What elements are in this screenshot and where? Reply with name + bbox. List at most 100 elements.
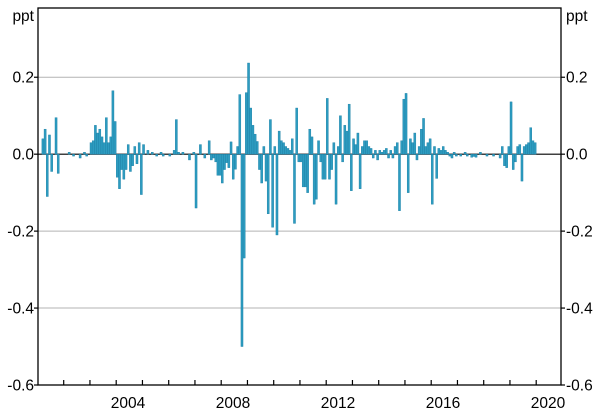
data-bar <box>310 136 314 155</box>
data-bar <box>529 127 532 155</box>
data-bar <box>91 140 95 155</box>
data-bar <box>404 93 408 155</box>
data-bar <box>151 152 154 155</box>
data-bar <box>312 153 316 205</box>
data-bar <box>424 146 427 155</box>
x-tick-label: 2008 <box>216 395 250 412</box>
data-bar <box>273 146 277 155</box>
data-bar <box>501 146 504 155</box>
y-tick-label-left: 0.0 <box>12 147 34 164</box>
data-bar <box>116 153 119 178</box>
data-bar <box>118 153 121 189</box>
data-bar <box>249 107 252 155</box>
data-bar <box>503 153 506 166</box>
data-bar <box>256 141 259 155</box>
data-bar <box>352 138 355 155</box>
data-bar <box>470 153 473 158</box>
data-bar <box>365 140 368 155</box>
data-bar <box>328 153 331 180</box>
data-bar <box>288 150 292 155</box>
data-bar <box>358 153 362 189</box>
data-bar <box>402 98 406 155</box>
data-bar <box>376 153 379 161</box>
data-bar <box>236 146 239 155</box>
y-tick-label-left: -0.2 <box>7 224 34 241</box>
data-bar <box>450 153 454 159</box>
data-bar <box>107 142 110 155</box>
data-bar <box>433 146 436 155</box>
data-bar <box>398 153 401 211</box>
data-bar <box>131 153 134 166</box>
data-bar <box>146 150 150 155</box>
data-bar <box>46 153 49 197</box>
data-bar <box>137 142 141 155</box>
data-bar <box>437 148 441 155</box>
data-bar <box>361 146 364 155</box>
data-bar <box>72 153 75 157</box>
data-bar <box>199 144 202 155</box>
data-bar <box>109 136 112 155</box>
data-bar <box>455 153 458 157</box>
data-bar <box>356 132 360 155</box>
y-tick-label-right: -0.2 <box>566 224 593 241</box>
data-bar <box>304 153 307 188</box>
data-bar <box>441 146 445 155</box>
data-bar <box>391 153 395 159</box>
data-bar <box>492 153 495 157</box>
data-bar <box>225 153 228 163</box>
data-bar <box>426 142 430 155</box>
data-bar <box>280 140 283 155</box>
data-bar <box>321 153 325 180</box>
data-bar <box>533 142 537 155</box>
data-bar <box>286 148 290 155</box>
data-bar <box>435 153 438 179</box>
data-bar <box>172 150 176 155</box>
data-bar <box>94 125 97 155</box>
data-bar <box>387 153 390 159</box>
data-bar <box>406 153 410 193</box>
data-bar <box>122 153 126 180</box>
data-bar <box>291 138 294 155</box>
data-bar <box>207 140 211 155</box>
data-bar <box>229 141 233 155</box>
data-bar <box>485 153 489 157</box>
y-tick-label-left: -0.4 <box>7 301 34 318</box>
data-bar <box>129 153 132 172</box>
data-bar <box>293 153 296 224</box>
data-bar <box>227 153 231 168</box>
data-bar <box>155 153 158 157</box>
data-bar <box>315 153 318 200</box>
data-bar <box>113 121 117 155</box>
y-tick-label-left: 0.2 <box>12 70 34 87</box>
data-bar <box>245 92 248 155</box>
data-bar <box>374 150 377 155</box>
data-bar <box>498 153 502 159</box>
data-bar <box>54 117 58 155</box>
data-bar <box>247 62 250 155</box>
data-bar <box>306 153 309 193</box>
data-bar <box>444 150 447 155</box>
data-bar <box>96 132 99 155</box>
data-bar <box>378 150 382 155</box>
data-bar <box>448 153 452 157</box>
data-bar <box>393 146 397 155</box>
data-bar <box>83 152 86 155</box>
data-bar <box>363 140 366 155</box>
data-bar <box>334 153 338 205</box>
data-bar <box>323 153 327 180</box>
data-bar <box>371 153 375 159</box>
data-bar <box>341 153 344 163</box>
data-bar <box>100 136 104 155</box>
data-bar <box>240 153 244 347</box>
y-tick-label-right: 0.0 <box>566 147 588 164</box>
data-bar <box>284 146 287 155</box>
data-bar <box>466 153 469 157</box>
data-bar <box>354 144 357 155</box>
data-bar <box>308 128 312 155</box>
data-bar <box>210 153 213 161</box>
data-bar <box>527 142 530 155</box>
data-bar <box>282 142 285 155</box>
data-bar <box>301 153 305 188</box>
data-bar <box>514 153 517 163</box>
